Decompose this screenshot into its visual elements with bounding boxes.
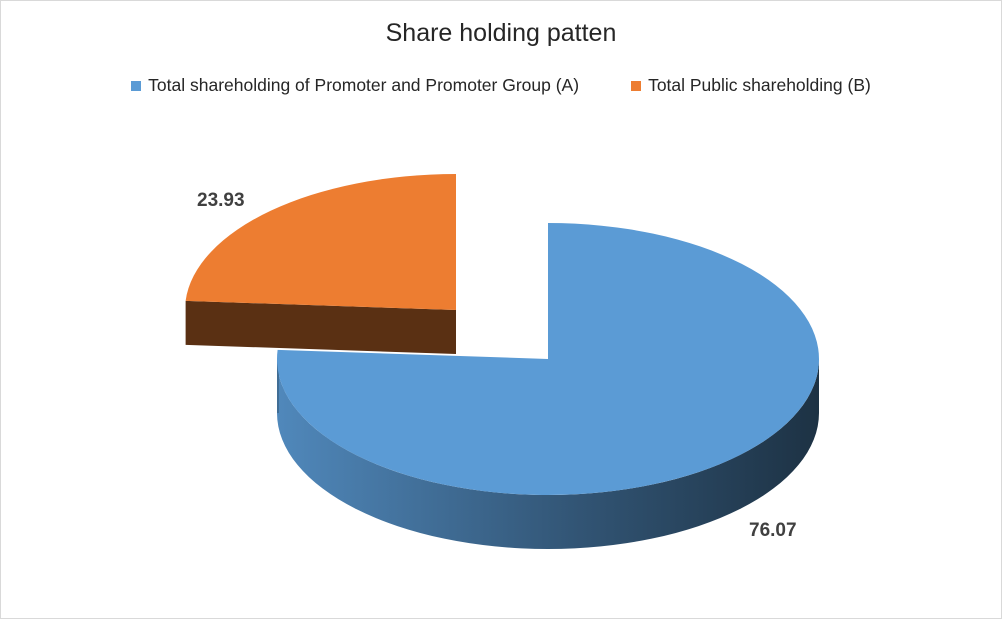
slice-public <box>185 174 456 310</box>
legend: Total shareholding of Promoter and Promo… <box>1 75 1001 96</box>
legend-item-promoter: Total shareholding of Promoter and Promo… <box>131 75 579 96</box>
slice-side-public <box>185 300 456 354</box>
legend-swatch-public <box>631 80 642 91</box>
chart-title: Share holding patten <box>385 19 617 47</box>
legend-label-promoter: Total shareholding of Promoter and Promo… <box>148 75 580 95</box>
slice-promoter <box>277 223 820 495</box>
data-label-promoter: 76.07 <box>749 520 797 541</box>
slice-side-promoter <box>277 359 819 549</box>
legend-swatch-promoter <box>131 80 142 91</box>
legend-item-public: Total Public shareholding (B) <box>631 75 871 96</box>
data-label-public: 23.93 <box>197 190 245 211</box>
legend-label-public: Total Public shareholding (B) <box>648 75 871 95</box>
